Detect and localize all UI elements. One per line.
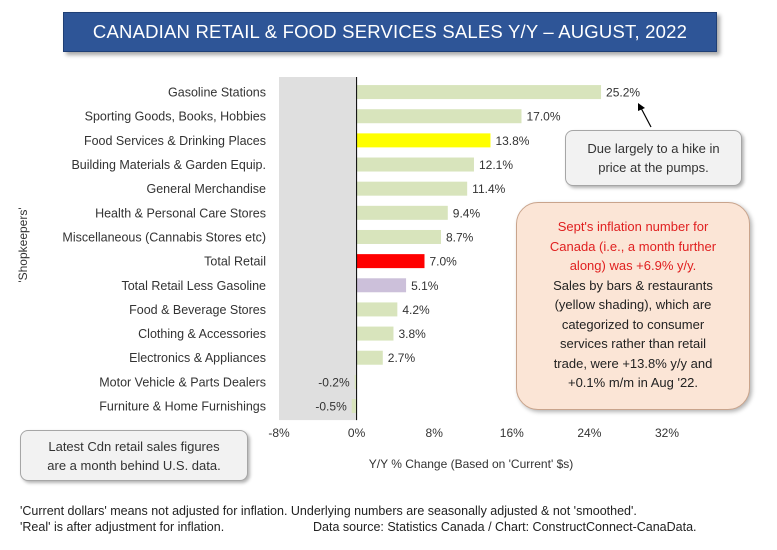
category-label: Food & Beverage Stores bbox=[129, 303, 266, 317]
value-label: -0.2% bbox=[318, 375, 350, 389]
gasoline-annotation-line: Due largely to a hike in bbox=[587, 141, 720, 156]
negative-region-shading bbox=[279, 77, 357, 421]
value-label: 9.4% bbox=[453, 206, 481, 220]
bar bbox=[356, 254, 425, 269]
bar bbox=[356, 85, 602, 100]
y-axis-title: 'Shopkeepers' bbox=[16, 207, 30, 282]
latest-annotation-line: Latest Cdn retail sales figures bbox=[48, 439, 220, 454]
latest-annotation-line: are a month behind U.S. data. bbox=[47, 458, 221, 473]
bar bbox=[356, 326, 394, 341]
x-tick-label: 16% bbox=[500, 426, 524, 440]
value-label: 5.1% bbox=[411, 279, 439, 293]
bar bbox=[351, 399, 357, 414]
value-label: 25.2% bbox=[606, 86, 640, 100]
category-label: Electronics & Appliances bbox=[129, 351, 266, 365]
footer-note: 'Current dollars' means not adjusted for… bbox=[20, 504, 637, 518]
bar bbox=[354, 374, 357, 389]
annotation-arrow-head bbox=[638, 103, 645, 111]
bar-chart: Gasoline Stations 25.2% Sporting Goods, Bo… bbox=[16, 77, 679, 471]
inflation-line: Sept's inflation number for bbox=[557, 219, 709, 234]
x-tick-label: 0% bbox=[348, 426, 366, 440]
category-label: Building Materials & Garden Equip. bbox=[71, 158, 266, 172]
chart-title: CANADIAN RETAIL & FOOD SERVICES SALES Y/… bbox=[63, 12, 717, 52]
bars-restaurants-line: (yellow shading), which are bbox=[554, 297, 712, 312]
value-label: 17.0% bbox=[527, 110, 561, 124]
category-label: Miscellaneous (Cannabis Stores etc) bbox=[62, 230, 266, 244]
x-axis-title: Y/Y % Change (Based on 'Current' $s) bbox=[369, 457, 573, 471]
bar bbox=[356, 181, 468, 196]
value-label: 3.8% bbox=[398, 327, 426, 341]
category-label: Gasoline Stations bbox=[168, 86, 266, 100]
inflation-line: Canada (i.e., a month further bbox=[549, 238, 717, 254]
bar bbox=[356, 133, 491, 148]
footer-real-note: 'Real' is after adjustment for inflation… bbox=[20, 520, 225, 534]
value-label: 13.8% bbox=[495, 134, 529, 148]
footer-source-row: 'Real' is after adjustment for inflation… bbox=[20, 520, 760, 534]
value-label: 11.4% bbox=[472, 182, 505, 196]
value-label: 2.7% bbox=[388, 351, 416, 365]
bar bbox=[356, 302, 398, 317]
x-tick-label: 32% bbox=[655, 426, 679, 440]
latest-data-annotation: Latest Cdn retail sales figures are a mo… bbox=[20, 430, 248, 481]
value-label: 4.2% bbox=[402, 303, 430, 317]
bars-restaurants-line: trade, were +13.8% y/y and bbox=[553, 355, 713, 371]
footer-data-source: Data source: Statistics Canada / Chart: … bbox=[313, 520, 697, 534]
category-label: Total Retail Less Gasoline bbox=[121, 279, 266, 293]
bar bbox=[356, 109, 522, 124]
x-tick-label: 24% bbox=[577, 426, 601, 440]
category-label: Sporting Goods, Books, Hobbies bbox=[85, 110, 266, 124]
category-label: Food Services & Drinking Places bbox=[84, 134, 266, 148]
category-label: Health & Personal Care Stores bbox=[95, 206, 266, 220]
bars-restaurants-line: Sales by bars & restaurants bbox=[553, 277, 713, 293]
x-tick-label: -8% bbox=[268, 426, 290, 440]
bar bbox=[356, 229, 441, 244]
bars-restaurants-line: +0.1% m/m in Aug '22. bbox=[567, 375, 699, 390]
bar bbox=[356, 157, 474, 172]
value-label: 8.7% bbox=[446, 230, 474, 244]
bar bbox=[356, 350, 383, 365]
gasoline-annotation-line: price at the pumps. bbox=[598, 160, 709, 175]
category-label: Clothing & Accessories bbox=[138, 327, 266, 341]
inflation-line: along) was +6.9% y/y. bbox=[569, 258, 697, 273]
inflation-annotation: Sept's inflation number for Canada (i.e.… bbox=[516, 202, 750, 410]
category-label: Total Retail bbox=[204, 255, 266, 269]
bars-restaurants-line: services rather than retail bbox=[560, 336, 706, 351]
bars-restaurants-line: categorized to consumer bbox=[561, 316, 705, 332]
bar bbox=[356, 205, 448, 220]
value-label: 12.1% bbox=[479, 158, 513, 172]
category-label: General Merchandise bbox=[146, 182, 266, 196]
value-label: -0.5% bbox=[315, 400, 347, 414]
gasoline-annotation: Due largely to a hike in price at the pu… bbox=[565, 130, 742, 186]
value-label: 7.0% bbox=[430, 255, 458, 269]
bar bbox=[356, 278, 407, 293]
annotation-arrow bbox=[640, 107, 652, 128]
x-tick-label: 8% bbox=[426, 426, 444, 440]
category-label: Motor Vehicle & Parts Dealers bbox=[99, 375, 266, 389]
category-label: Furniture & Home Furnishings bbox=[99, 400, 266, 414]
